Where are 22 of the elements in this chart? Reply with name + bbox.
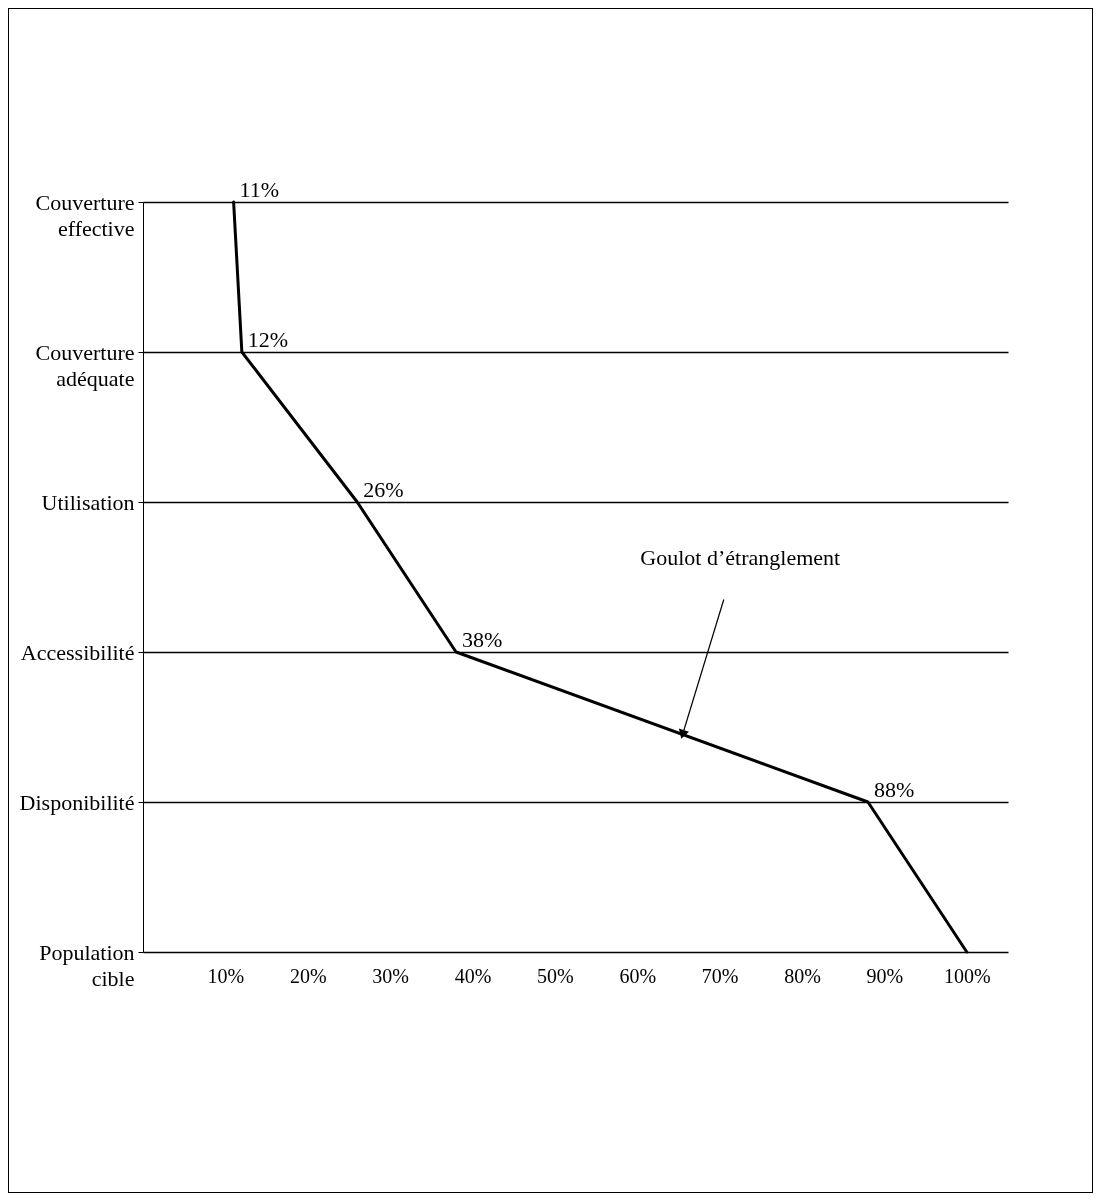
y-tick-label: Couverture effective (35, 189, 135, 241)
data-label: 11% (239, 177, 280, 202)
x-tick-label: 20% (289, 964, 327, 987)
x-tick-label: 100% (943, 964, 991, 987)
x-tick-label: 60% (619, 964, 657, 987)
x-tick-label: 30% (372, 964, 409, 987)
x-tick-label: 10% (207, 964, 245, 987)
y-tick-label: Couverture adéquate (35, 339, 135, 391)
data-label: 38% (462, 627, 503, 652)
x-tick-label: 40% (454, 964, 492, 987)
y-tick-label: Utilisation (41, 489, 135, 515)
x-tick-label: 90% (866, 964, 904, 987)
x-tick-label: 50% (537, 964, 574, 987)
y-tick-label: Accessibilité (20, 639, 135, 665)
annotation: Goulot d’étranglement (640, 544, 841, 570)
x-tick-label: 80% (784, 964, 821, 987)
data-label: 26% (363, 477, 404, 502)
y-tick-label: Disponibilité (19, 789, 135, 815)
data-label: 88% (873, 777, 915, 802)
y-tick-label: Population cible (39, 939, 135, 991)
data-label: 12% (247, 327, 289, 352)
x-tick-label: 70% (701, 964, 739, 987)
